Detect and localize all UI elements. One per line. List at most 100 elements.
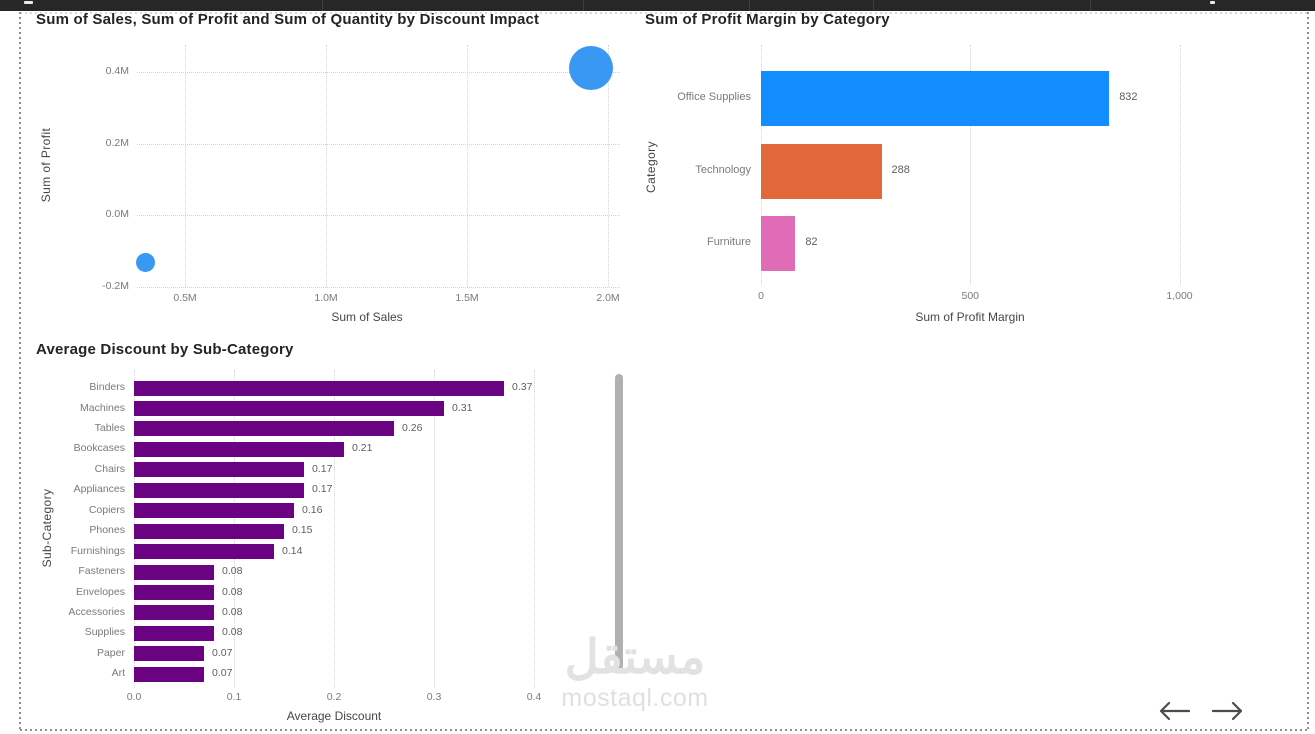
- y-tick-label: 0.0M: [105, 208, 129, 221]
- subcategory-chart-title: Average Discount by Sub-Category: [36, 341, 294, 358]
- x-tick-label: 0.5M: [173, 292, 197, 304]
- data-label: 832: [1119, 91, 1138, 104]
- x-tick-label: 0.1: [226, 691, 242, 703]
- watermark-logo: مستقل: [564, 630, 706, 683]
- y-tick-label: 0.4M: [105, 65, 129, 77]
- bar-binders[interactable]: [134, 380, 504, 396]
- bar-technology[interactable]: [761, 143, 882, 199]
- x-tick-label: 1.5M: [455, 292, 479, 304]
- scatter-y-axis-title: Sum of Profit: [39, 127, 53, 203]
- previous-page-button[interactable]: [1155, 698, 1193, 724]
- top-strip-divider: [583, 0, 584, 11]
- data-label: 0.31: [452, 401, 473, 414]
- x-gridline: [467, 45, 468, 287]
- bar-office-supplies[interactable]: [761, 71, 1110, 126]
- vertical-scrollbar[interactable]: [615, 374, 623, 670]
- category-label: Technology: [695, 163, 751, 176]
- bar-phones[interactable]: [134, 523, 284, 539]
- data-label: 0.07: [212, 667, 233, 680]
- category-label: Phones: [89, 524, 125, 537]
- category-label: Binders: [89, 381, 125, 394]
- category-label: Paper: [96, 646, 125, 659]
- x-tick-label: 0: [758, 290, 764, 302]
- y-tick-label: 0.2M: [105, 136, 129, 149]
- category-label: Furnishings: [70, 544, 125, 557]
- category-chart-title: Sum of Profit Margin by Category: [645, 11, 890, 28]
- category-label: Furniture: [706, 236, 751, 249]
- scatter-bubble-small[interactable]: [136, 252, 156, 272]
- category-label: Machines: [80, 401, 125, 414]
- data-label: 0.37: [512, 381, 533, 394]
- data-label: 0.15: [292, 524, 313, 537]
- data-label: 0.08: [222, 626, 243, 639]
- category-label: Office Supplies: [677, 91, 751, 104]
- top-strip-divider: [1090, 0, 1091, 11]
- category-label: Appliances: [73, 483, 125, 496]
- next-page-button[interactable]: [1209, 698, 1247, 724]
- top-strip-glyph: [24, 1, 33, 4]
- bar-art[interactable]: [134, 666, 204, 682]
- x-gridline: [970, 45, 972, 285]
- category-x-axis-title: Sum of Profit Margin: [915, 310, 1025, 324]
- bar-supplies[interactable]: [134, 625, 214, 641]
- bar-envelopes[interactable]: [134, 585, 214, 600]
- y-gridline: [137, 215, 620, 217]
- data-label: 0.16: [302, 503, 323, 516]
- canvas-border-bottom: [20, 729, 1308, 731]
- top-strip-divider: [322, 0, 323, 11]
- y-gridline: [137, 72, 620, 73]
- category-label: Copiers: [88, 503, 125, 516]
- bar-appliances[interactable]: [134, 482, 304, 498]
- x-gridline: [1179, 45, 1181, 285]
- bar-bookcases[interactable]: [134, 441, 344, 457]
- x-gridline: [334, 370, 335, 688]
- top-strip-divider: [873, 0, 874, 11]
- data-label: 0.21: [352, 442, 373, 455]
- canvas-border-left: [19, 12, 21, 730]
- data-label: 82: [805, 236, 818, 249]
- category-plot-area: 0 500 1,000 Office Supplies 832 Technology 288…: [677, 45, 1193, 302]
- data-label: 0.17: [312, 483, 333, 496]
- data-label: 288: [891, 163, 910, 176]
- x-gridline: [326, 45, 327, 287]
- bar-furnishings[interactable]: [134, 544, 274, 560]
- top-strip-divider: [749, 0, 750, 11]
- x-tick-label: 0.4: [526, 691, 542, 703]
- scatter-bubble-large[interactable]: [569, 46, 614, 91]
- category-label: Supplies: [84, 626, 125, 639]
- category-label: Bookcases: [73, 442, 125, 455]
- bar-paper[interactable]: [134, 646, 204, 662]
- x-tick-label: 1.0M: [314, 292, 338, 304]
- bar-furniture[interactable]: [761, 216, 796, 271]
- x-tick-label: 1,000: [1166, 290, 1193, 302]
- canvas-border-right: [1307, 12, 1309, 730]
- left-arrow-icon: [1159, 701, 1191, 721]
- x-tick-label: 2.0M: [596, 292, 620, 304]
- category-label: Tables: [94, 421, 125, 434]
- category-label: Accessories: [68, 606, 125, 619]
- scatter-chart-title: Sum of Sales, Sum of Profit and Sum of Q…: [36, 11, 540, 28]
- category-label: Envelopes: [75, 585, 125, 598]
- y-tick-label: -0.2M: [102, 280, 129, 293]
- data-label: 0.17: [312, 462, 333, 475]
- bar-fasteners[interactable]: [134, 564, 214, 580]
- bar-tables[interactable]: [134, 421, 394, 437]
- canvas-border-top: [20, 12, 1308, 14]
- top-app-strip: [0, 0, 1315, 11]
- data-label: 0.08: [222, 606, 243, 619]
- bar-copiers[interactable]: [134, 503, 294, 519]
- bar-machines[interactable]: [134, 400, 444, 416]
- x-tick-label: 0.3: [426, 691, 442, 703]
- x-tick-label: 0.2: [326, 691, 342, 703]
- scatter-plot-area: 0.4M 0.2M 0.0M -0.2M 0.5M 1.0M 1.5M 2.0M: [102, 45, 620, 304]
- bar-accessories[interactable]: [134, 605, 214, 621]
- top-strip-glyph: [1210, 1, 1215, 4]
- x-tick-label: 500: [961, 290, 980, 302]
- bar-chairs[interactable]: [134, 462, 304, 478]
- data-label: 0.08: [222, 585, 243, 598]
- subcategory-plot-area: 0.0 0.1 0.2 0.3 0.4 Binders 0.37 Machines 0.31 Ta…: [68, 370, 546, 703]
- category-label: Chairs: [94, 462, 125, 475]
- subcategory-x-axis-title: Average Discount: [286, 709, 382, 723]
- data-label: 0.07: [212, 646, 233, 659]
- x-tick-label: 0.0: [126, 691, 142, 703]
